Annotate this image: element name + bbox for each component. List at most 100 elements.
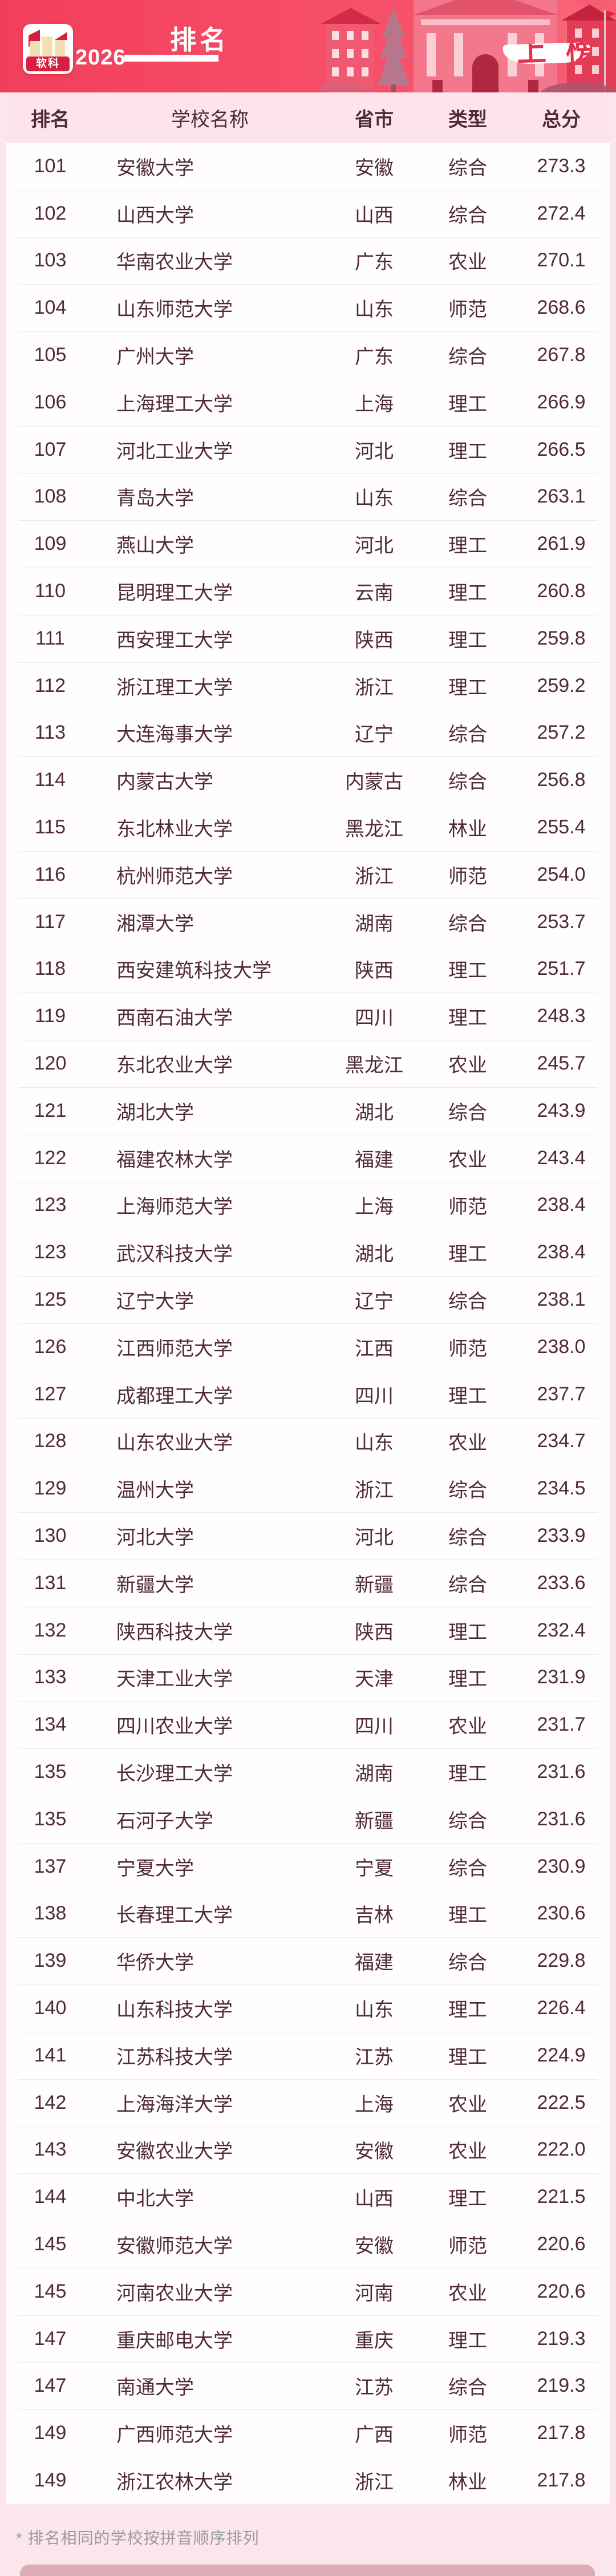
table-row[interactable]: 147 南通大学 江苏 综合 219.3 bbox=[6, 2362, 610, 2409]
type-cell: 理工 bbox=[448, 582, 487, 605]
table-row[interactable]: 118 西安建筑科技大学 陕西 理工 251.7 bbox=[6, 945, 610, 993]
table-row[interactable]: 107 河北工业大学 河北 理工 266.5 bbox=[6, 426, 610, 473]
table-row[interactable]: 138 长春理工大学 吉林 理工 230.6 bbox=[6, 1890, 610, 1937]
type-cell: 综合 bbox=[448, 346, 487, 368]
table-row[interactable]: 133 天津工业大学 天津 理工 231.9 bbox=[6, 1654, 610, 1702]
table-row[interactable]: 106 上海理工大学 上海 理工 266.9 bbox=[6, 378, 610, 426]
table-row[interactable]: 101 安徽大学 安徽 综合 273.3 bbox=[6, 143, 610, 190]
type-cell: 综合 bbox=[448, 157, 487, 179]
table-row[interactable]: 121 湖北大学 湖北 综合 243.9 bbox=[6, 1087, 610, 1135]
table-row[interactable]: 145 河南农业大学 河南 农业 220.6 bbox=[6, 2267, 610, 2315]
province-cell: 浙江 bbox=[355, 1480, 394, 1502]
type-cell: 理工 bbox=[448, 1999, 487, 2021]
table-row[interactable]: 149 浙江农林大学 浙江 林业 217.8 bbox=[6, 2457, 610, 2504]
table-row[interactable]: 102 山西大学 山西 综合 272.4 bbox=[6, 189, 610, 237]
table-row[interactable]: 116 杭州师范大学 浙江 师范 254.0 bbox=[6, 850, 610, 898]
badge-text: 上榜 bbox=[516, 42, 591, 65]
school-name-cell: 西安理工大学 bbox=[116, 629, 233, 651]
table-row[interactable]: 123 武汉科技大学 湖北 理工 238.4 bbox=[6, 1229, 610, 1276]
table-row[interactable]: 149 广西师范大学 广西 师范 217.8 bbox=[6, 2409, 610, 2457]
table-row[interactable]: 137 宁夏大学 宁夏 综合 230.9 bbox=[6, 1842, 610, 1890]
province-cell: 辽宁 bbox=[355, 1291, 394, 1313]
province-cell: 江苏 bbox=[355, 2377, 394, 2399]
rank-cell: 134 bbox=[34, 1714, 67, 1736]
type-cell: 综合 bbox=[448, 488, 487, 510]
rank-cell: 105 bbox=[34, 344, 67, 366]
table-row[interactable]: 134 四川农业大学 四川 农业 231.7 bbox=[6, 1701, 610, 1748]
table-row[interactable]: 143 安徽农业大学 安徽 农业 222.0 bbox=[6, 2126, 610, 2173]
table-row[interactable]: 114 内蒙古大学 内蒙古 综合 256.8 bbox=[6, 756, 610, 804]
rank-cell: 149 bbox=[34, 2422, 67, 2444]
rank-cell: 106 bbox=[34, 391, 67, 413]
table-row[interactable]: 142 上海海洋大学 上海 农业 222.5 bbox=[6, 2079, 610, 2127]
table-row[interactable]: 131 新疆大学 新疆 综合 233.6 bbox=[6, 1559, 610, 1607]
table-row[interactable]: 122 福建农林大学 福建 农业 243.4 bbox=[6, 1134, 610, 1182]
type-cell: 理工 bbox=[448, 2188, 487, 2210]
school-name-cell: 温州大学 bbox=[116, 1480, 194, 1502]
table-row[interactable]: 112 浙江理工大学 浙江 理工 259.2 bbox=[6, 662, 610, 710]
type-cell: 理工 bbox=[448, 1007, 487, 1030]
table-row[interactable]: 109 燕山大学 河北 理工 261.9 bbox=[6, 520, 610, 568]
province-cell: 吉林 bbox=[355, 1905, 394, 1927]
province-cell: 湖北 bbox=[355, 1101, 394, 1124]
school-name-cell: 安徽大学 bbox=[116, 157, 194, 179]
score-cell: 234.5 bbox=[537, 1477, 586, 1500]
school-name-cell: 东北农业大学 bbox=[116, 1055, 233, 1077]
type-cell: 综合 bbox=[448, 913, 487, 935]
table-row[interactable]: 111 西安理工大学 陕西 理工 259.8 bbox=[6, 614, 610, 662]
table-row[interactable]: 113 大连海事大学 辽宁 综合 257.2 bbox=[6, 709, 610, 757]
province-cell: 湖北 bbox=[355, 1244, 394, 1266]
score-cell: 238.1 bbox=[537, 1289, 586, 1311]
table-row[interactable]: 145 安徽师范大学 安徽 师范 220.6 bbox=[6, 2221, 610, 2268]
type-cell: 农业 bbox=[448, 252, 487, 274]
rank-cell: 112 bbox=[34, 674, 66, 696]
province-cell: 河北 bbox=[355, 535, 394, 557]
score-cell: 245.7 bbox=[537, 1052, 586, 1075]
table-row[interactable]: 126 江西师范大学 江西 师范 238.0 bbox=[6, 1323, 610, 1371]
table-row[interactable]: 110 昆明理工大学 云南 理工 260.8 bbox=[6, 568, 610, 615]
school-name-cell: 青岛大学 bbox=[116, 488, 194, 510]
table-row[interactable]: 120 东北农业大学 黑龙江 农业 245.7 bbox=[6, 1040, 610, 1087]
school-name-cell: 长沙理工大学 bbox=[116, 1763, 233, 1785]
table-row[interactable]: 123 上海师范大学 上海 师范 238.4 bbox=[6, 1181, 610, 1229]
table-row[interactable]: 105 广州大学 广东 综合 267.8 bbox=[6, 331, 610, 379]
school-name-cell: 安徽农业大学 bbox=[116, 2141, 233, 2163]
table-row[interactable]: 141 江苏科技大学 江苏 理工 224.9 bbox=[6, 2031, 610, 2079]
table-row[interactable]: 140 山东科技大学 山东 理工 226.4 bbox=[6, 1984, 610, 2032]
table-row[interactable]: 108 青岛大学 山东 综合 263.1 bbox=[6, 473, 610, 521]
table-row[interactable]: 127 成都理工大学 四川 理工 237.7 bbox=[6, 1370, 610, 1418]
rank-cell: 107 bbox=[34, 438, 67, 460]
school-name-cell: 上海海洋大学 bbox=[116, 2093, 233, 2116]
table-row[interactable]: 139 华侨大学 福建 综合 229.8 bbox=[6, 1937, 610, 1984]
score-cell: 273.3 bbox=[537, 155, 586, 177]
school-name-cell: 南通大学 bbox=[116, 2377, 194, 2399]
province-cell: 安徽 bbox=[355, 2141, 394, 2163]
table-row[interactable]: 130 河北大学 河北 综合 233.9 bbox=[6, 1512, 610, 1560]
score-cell: 219.3 bbox=[537, 2375, 586, 2397]
rank-cell: 128 bbox=[34, 1430, 67, 1452]
table-row[interactable]: 147 重庆邮电大学 重庆 理工 219.3 bbox=[6, 2315, 610, 2363]
table-row[interactable]: 135 长沙理工大学 湖南 理工 231.6 bbox=[6, 1748, 610, 1796]
table-row[interactable]: 115 东北林业大学 黑龙江 林业 255.4 bbox=[6, 804, 610, 851]
type-cell: 农业 bbox=[448, 2141, 487, 2163]
table-row[interactable]: 144 中北大学 山西 理工 221.5 bbox=[6, 2173, 610, 2221]
rank-cell: 143 bbox=[34, 2138, 67, 2161]
rank-cell: 126 bbox=[34, 1335, 67, 1358]
table-row[interactable]: 128 山东农业大学 山东 农业 234.7 bbox=[6, 1417, 610, 1465]
province-cell: 黑龙江 bbox=[345, 819, 403, 841]
rank-cell: 135 bbox=[34, 1760, 67, 1783]
province-cell: 陕西 bbox=[355, 1621, 394, 1643]
table-row[interactable]: 117 湘潭大学 湖南 综合 253.7 bbox=[6, 898, 610, 946]
table-row[interactable]: 103 华南农业大学 广东 农业 270.1 bbox=[6, 237, 610, 285]
table-row[interactable]: 132 陕西科技大学 陕西 理工 232.4 bbox=[6, 1606, 610, 1654]
table-row[interactable]: 129 温州大学 浙江 综合 234.5 bbox=[6, 1465, 610, 1512]
school-name-cell: 辽宁大学 bbox=[116, 1291, 194, 1313]
logo-bars-icon bbox=[29, 30, 67, 56]
type-cell: 师范 bbox=[448, 1338, 487, 1360]
table-row[interactable]: 104 山东师范大学 山东 师范 268.6 bbox=[6, 284, 610, 331]
table-row[interactable]: 125 辽宁大学 辽宁 综合 238.1 bbox=[6, 1276, 610, 1323]
table-row[interactable]: 135 石河子大学 新疆 综合 231.6 bbox=[6, 1795, 610, 1843]
logo-text: 软科 bbox=[26, 56, 70, 71]
school-name-cell: 上海师范大学 bbox=[116, 1196, 233, 1218]
table-row[interactable]: 119 西南石油大学 四川 理工 248.3 bbox=[6, 993, 610, 1040]
